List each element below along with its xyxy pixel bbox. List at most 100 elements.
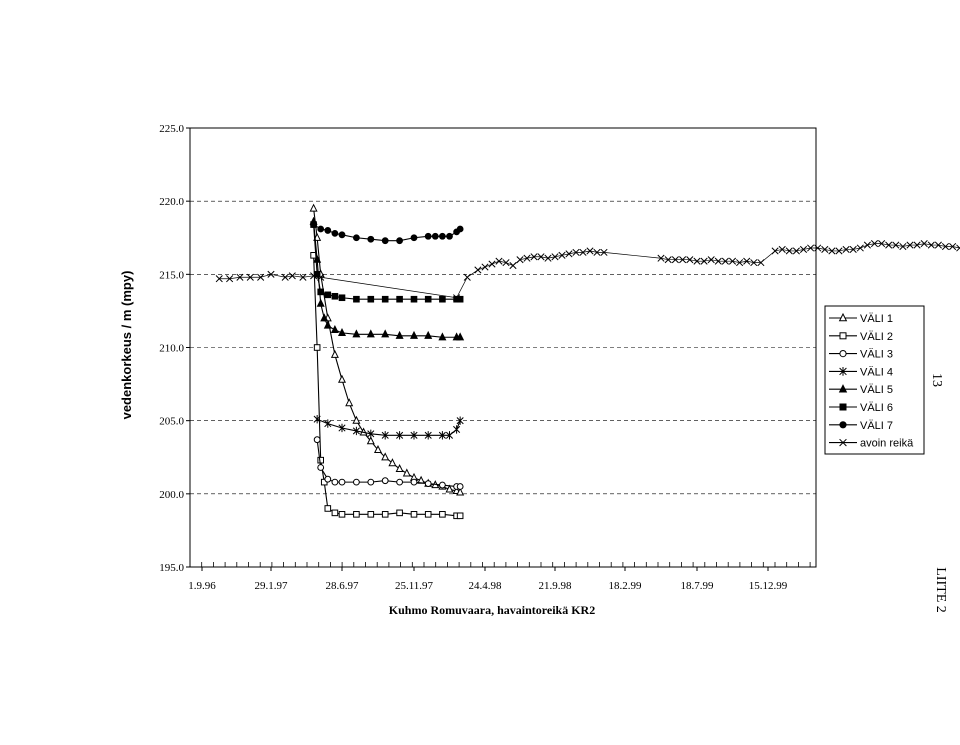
data-point <box>838 384 848 393</box>
data-point <box>396 431 404 440</box>
legend-item: VÄLI 4 <box>829 366 893 378</box>
data-point <box>366 329 375 338</box>
data-point <box>453 425 461 434</box>
data-point <box>388 458 397 467</box>
data-point <box>870 240 879 248</box>
y-tick-label: 220.0 <box>159 196 184 208</box>
data-point <box>337 374 347 383</box>
data-point <box>814 244 822 252</box>
data-point <box>215 275 223 283</box>
data-point <box>686 256 694 264</box>
data-point <box>671 256 679 264</box>
data-point <box>700 257 708 265</box>
data-point <box>381 452 390 461</box>
data-point <box>396 237 404 245</box>
data-point <box>906 241 914 249</box>
data-point <box>863 241 871 249</box>
data-point <box>453 294 461 302</box>
legend-label: VÄLI 5 <box>860 384 893 396</box>
data-point <box>352 426 360 436</box>
series-1 <box>309 203 465 496</box>
data-point <box>267 270 275 278</box>
x-tick-label: 18.2.99 <box>609 580 643 592</box>
data-point <box>463 273 471 281</box>
data-point <box>839 403 847 411</box>
data-point <box>838 312 848 322</box>
data-point <box>338 231 346 239</box>
data-point <box>338 478 346 486</box>
data-point <box>324 475 332 483</box>
data-point <box>551 253 559 261</box>
data-point <box>257 273 265 281</box>
data-point <box>771 247 779 255</box>
data-point <box>509 261 517 270</box>
data-point <box>410 234 418 242</box>
data-point <box>381 237 389 245</box>
data-point <box>785 247 793 255</box>
data-point <box>424 295 432 303</box>
data-point <box>835 247 843 255</box>
data-point <box>409 330 419 339</box>
data-point <box>750 259 758 267</box>
legend-label: VÄLI 1 <box>860 313 893 325</box>
data-point <box>657 254 665 262</box>
data-point <box>367 478 375 486</box>
legend-label: VÄLI 2 <box>860 331 893 343</box>
x-tick-label: 29.1.97 <box>255 580 289 592</box>
y-tick-label: 200.0 <box>159 489 184 501</box>
data-point <box>381 431 389 440</box>
data-point <box>456 332 465 341</box>
legend-label: VÄLI 4 <box>860 366 893 378</box>
data-point <box>878 240 886 248</box>
data-point <box>313 415 321 424</box>
data-point <box>799 245 808 254</box>
data-point <box>410 478 418 486</box>
data-point <box>899 242 907 251</box>
data-point <box>281 273 289 281</box>
data-point <box>424 511 432 518</box>
data-point <box>353 511 360 518</box>
data-point <box>572 248 580 256</box>
data-point <box>330 349 339 358</box>
data-point <box>288 272 296 280</box>
data-point <box>317 464 325 471</box>
series-4 <box>313 415 464 440</box>
page-number: 13 <box>929 373 944 387</box>
series-layer <box>215 203 960 520</box>
data-point <box>324 419 332 428</box>
x-axis-label: Kuhmo Romuvaara, havaintoreikä KR2 <box>389 603 595 617</box>
data-point <box>693 257 701 265</box>
data-point <box>707 256 715 264</box>
data-point <box>324 291 332 299</box>
series-line <box>313 221 461 338</box>
legend-label: VÄLI 3 <box>860 349 893 361</box>
data-point <box>317 225 325 233</box>
x-tick-label: 25.11.97 <box>395 580 434 592</box>
data-point <box>396 295 403 303</box>
data-point <box>373 445 383 454</box>
data-point <box>313 344 321 351</box>
data-point <box>317 288 324 296</box>
data-point <box>445 484 454 493</box>
data-point <box>338 423 346 433</box>
legend-item: VÄLI 6 <box>829 402 893 414</box>
data-point <box>353 234 360 242</box>
data-point <box>828 247 836 255</box>
data-point <box>586 247 594 255</box>
data-point <box>381 511 389 518</box>
data-point <box>353 295 360 303</box>
x-tick-label: 28.6.97 <box>326 580 360 592</box>
data-point <box>488 260 496 268</box>
legend-label: VÄLI 7 <box>860 420 893 432</box>
data-point <box>331 229 339 237</box>
data-point <box>934 241 942 249</box>
data-point <box>792 247 800 255</box>
series-3 <box>313 436 464 490</box>
series-2 <box>310 252 464 520</box>
legend-item: VÄLI 5 <box>829 384 893 396</box>
data-point <box>849 245 857 254</box>
data-point <box>920 240 928 248</box>
data-point <box>330 325 339 334</box>
data-point <box>523 254 531 262</box>
